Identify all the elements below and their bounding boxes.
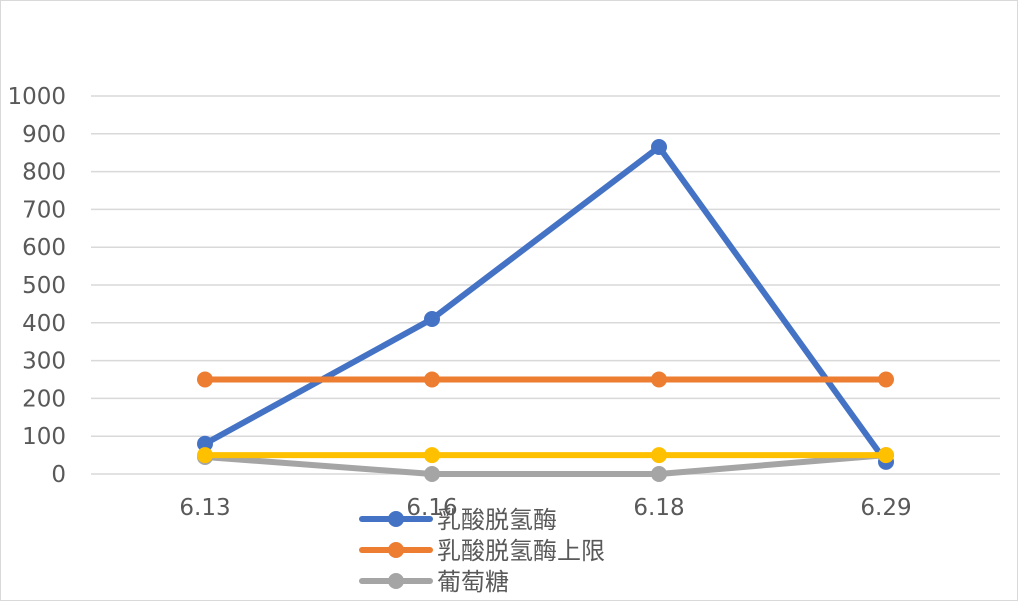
x-tick-label: 6.29 — [860, 495, 911, 521]
y-tick-label: 0 — [51, 462, 66, 488]
legend-swatch-marker — [388, 542, 404, 558]
y-tick-label: 1000 — [7, 84, 66, 110]
data-point — [424, 311, 440, 328]
data-point — [424, 371, 440, 388]
data-point — [197, 435, 213, 452]
data-point — [651, 139, 667, 156]
series-3 — [197, 447, 894, 464]
y-tick-label: 700 — [22, 197, 66, 223]
series-0 — [197, 139, 894, 470]
data-point — [878, 371, 894, 388]
data-point — [424, 447, 440, 464]
data-point — [878, 447, 894, 464]
data-point — [197, 447, 213, 464]
y-tick-label: 300 — [22, 349, 66, 375]
y-tick-label: 200 — [22, 386, 66, 412]
series-line-2 — [202, 452, 889, 477]
legend-item: 葡萄糖 — [359, 568, 509, 596]
x-tick-label: 6.13 — [179, 495, 230, 521]
y-tick-label: 600 — [22, 235, 66, 261]
x-axis-labels: 6.13 6.16 6.18 6.29 — [179, 495, 911, 521]
legend-label: 葡萄糖 — [437, 568, 509, 596]
y-tick-label: 800 — [22, 160, 66, 186]
data-point — [651, 447, 667, 464]
y-axis-labels: 0 100 200 300 400 500 600 700 800 900 1000 — [7, 84, 66, 488]
y-tick-label: 400 — [22, 311, 66, 337]
data-point — [424, 466, 440, 482]
data-point — [651, 371, 667, 388]
legend-label: 乳酸脱氢酶上限 — [437, 537, 605, 565]
gridlines — [91, 95, 1000, 475]
series-lines — [197, 139, 894, 482]
legend-item: 乳酸脱氢酶上限 — [359, 537, 605, 565]
legend-swatch-marker — [388, 573, 404, 589]
y-tick-label: 100 — [22, 424, 66, 450]
series-line-0 — [202, 144, 889, 465]
legend-label: 乳酸脱氢酶 — [437, 506, 557, 534]
legend-item: 乳酸脱氢酶 — [359, 506, 557, 534]
series-1 — [197, 371, 894, 388]
data-point — [651, 466, 667, 482]
data-point — [197, 371, 213, 388]
y-tick-label: 900 — [22, 122, 66, 148]
y-tick-label: 500 — [22, 273, 66, 299]
legend-swatch-marker — [388, 511, 404, 527]
x-tick-label: 6.18 — [633, 495, 684, 521]
